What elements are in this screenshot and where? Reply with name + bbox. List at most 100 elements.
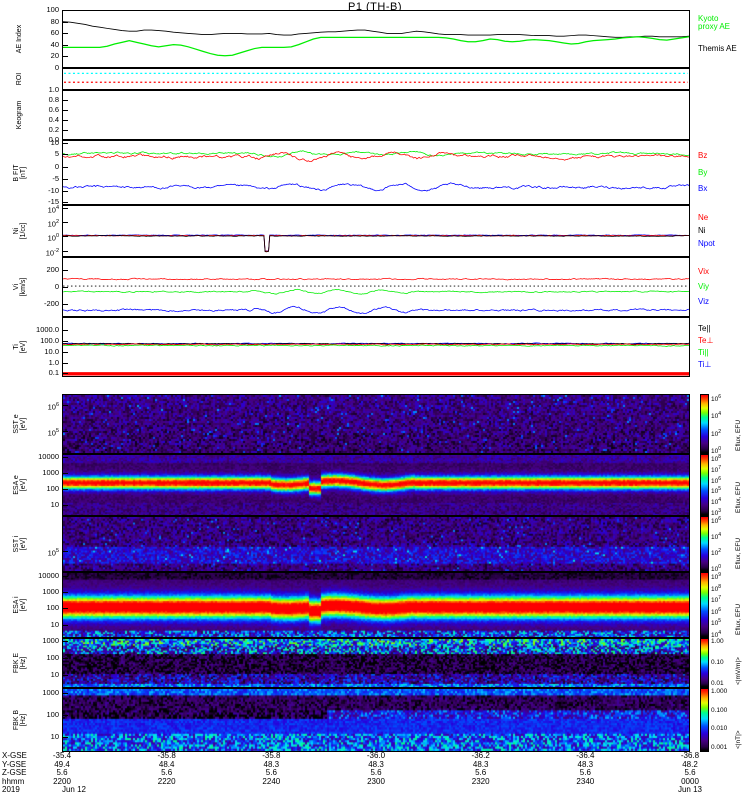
- tickmark: [62, 167, 68, 168]
- panel-b-fit: [62, 140, 690, 205]
- xaxis-z-gse-1: 5.6: [161, 768, 173, 778]
- ytick-fbk-b-0: 1000: [42, 688, 59, 698]
- legend-b-fit-Bz: Bz: [698, 151, 708, 161]
- legend-ni-Ne: Ne: [698, 213, 709, 222]
- colorbar-label-cb-esa-i: Eflux, EFU: [735, 603, 742, 635]
- legend-vi-Vix: Vix: [698, 267, 709, 276]
- colorbar-tick-cb-esa-i-1: 108: [711, 583, 722, 593]
- legend-ae-index-ThemisAE: Themis AE: [698, 44, 737, 53]
- tickmark: [62, 287, 68, 288]
- colorbar-tick-cb-sst-i-1: 104: [711, 532, 722, 542]
- colorbar-tick-cb-sst-i-3: 100: [711, 564, 722, 574]
- panel-keogram: [62, 90, 690, 140]
- xaxis-hhmm-0: 2200: [53, 776, 71, 786]
- panel-esa-e: [62, 454, 690, 516]
- xaxis-y-gse-1: 48.4: [158, 759, 175, 769]
- tickmark: [62, 505, 68, 506]
- tickmark: [62, 100, 68, 101]
- tickmark: [62, 405, 68, 406]
- tickmark: [62, 222, 68, 223]
- tickmark: [62, 737, 68, 738]
- xaxis-x-gse-3: -36.0: [366, 751, 386, 760]
- ytick-esa-e-3: 10: [50, 499, 59, 509]
- xaxis-x-gse-4: -36.2: [471, 751, 490, 760]
- xaxis-hhmm-2: 2240: [262, 776, 281, 786]
- xaxis-y-gse-4: 48.3: [472, 759, 489, 769]
- xaxis-x-gse-6: -36.8: [680, 751, 700, 760]
- ytick-ae-index-3: 40: [50, 39, 59, 49]
- panel-ae-index: [62, 10, 690, 68]
- colorbar-tick-cb-fbk-b-1: 0.100: [711, 706, 728, 714]
- panel-ni: [62, 205, 690, 257]
- tickmark: [62, 576, 68, 577]
- colorbar-tick-cb-esa-e-1: 107: [711, 464, 722, 474]
- xaxis-row-label-y-gse: Y-GSE: [2, 759, 27, 769]
- spectrogram-fbk-b: [63, 689, 689, 751]
- tickmark: [62, 90, 68, 91]
- ytick-ni-2: 100: [47, 233, 59, 243]
- tickmark: [62, 551, 68, 552]
- xaxis-z-gse-5: 5.6: [579, 768, 591, 778]
- ylabel-sst-i: SST i [eV]: [12, 535, 27, 553]
- ytick-b-fit-4: -10: [48, 185, 59, 195]
- xaxis-x-gse-5: -36.4: [576, 751, 595, 760]
- ytick-ti-2: 10.0: [44, 346, 59, 356]
- ytick-ae-index-2: 60: [50, 28, 59, 38]
- ytick-ti-3: 1.0: [48, 357, 59, 367]
- xaxis-date-0: Jun 12: [61, 785, 87, 795]
- legend-ae-index-proxyAE: proxy AE: [698, 22, 731, 31]
- ytick-esa-e-2: 100: [46, 483, 59, 493]
- ytick-ni-0: 104: [47, 205, 59, 215]
- xaxis-z-gse-4: 5.6: [475, 768, 487, 778]
- tickmark: [62, 10, 68, 11]
- legend-ti-Te: Te||: [698, 324, 711, 333]
- ytick-vi-1: 0: [54, 282, 59, 291]
- colorbar-label-cb-sst-i: Eflux, EFU: [735, 537, 742, 569]
- panel-sst-i: [62, 516, 690, 572]
- tickmark: [62, 675, 68, 676]
- tickmark: [62, 191, 68, 192]
- tickmark: [62, 33, 68, 34]
- ytick-ae-index-0: 100: [46, 5, 59, 14]
- xaxis-z-gse-2: 5.6: [265, 768, 277, 778]
- ytick-keogram-5: 0.0: [48, 135, 59, 144]
- ytick-fbk-b-1: 100: [46, 709, 59, 719]
- ytick-esa-i-0: 10000: [38, 570, 59, 580]
- tickmark: [62, 658, 68, 659]
- colorbar-tick-cb-sst-e-0: 106: [711, 394, 722, 404]
- tickmark: [62, 641, 68, 642]
- ytick-sst-e-0: 106: [47, 401, 59, 412]
- ytick-esa-i-1: 1000: [42, 586, 59, 596]
- tickmark: [62, 363, 68, 364]
- ni-traces: [63, 234, 689, 253]
- colorbar-tick-cb-esa-i-5: 104: [711, 630, 722, 640]
- xaxis-z-gse-3: 5.6: [370, 768, 382, 778]
- xaxis-x-gse-0: -35.4: [52, 751, 72, 760]
- tickmark: [62, 202, 68, 203]
- tickmark: [62, 473, 68, 474]
- ytick-keogram-1: 0.8: [48, 95, 59, 104]
- ytick-esa-i-3: 10: [50, 619, 59, 629]
- panel-esa-i: [62, 572, 690, 638]
- panel-ti: [62, 317, 690, 377]
- xaxis-row-label-x-gse: X-GSE: [2, 751, 27, 760]
- ytick-esa-i-2: 100: [46, 603, 59, 613]
- ytick-b-fit-2: 0: [54, 161, 59, 171]
- roi-indicator-lines: [63, 72, 689, 83]
- ytick-keogram-4: 0.2: [48, 125, 59, 134]
- legend-ti-Ti: Ti||: [698, 348, 709, 357]
- tickmark: [62, 715, 68, 716]
- ytick-ni-3: 10-2: [45, 247, 59, 258]
- tickmark: [62, 143, 68, 144]
- tickmark: [62, 270, 68, 271]
- spectrogram-esa-e: [63, 455, 689, 515]
- panel-roi: [62, 68, 690, 90]
- colorbar-tick-cb-esa-i-2: 107: [711, 595, 722, 605]
- ytick-ti-1: 100.0: [40, 336, 59, 345]
- ytick-b-fit-1: 5: [54, 149, 59, 159]
- colorbar-tick-cb-fbk-b-2: 0.010: [711, 725, 728, 733]
- colorbar-tick-cb-esa-e-2: 106: [711, 475, 722, 485]
- colorbar-tick-cb-fbk-b-0: 1.000: [711, 688, 728, 695]
- tickmark: [62, 608, 68, 609]
- xaxis-date-6: Jun 13: [677, 785, 703, 795]
